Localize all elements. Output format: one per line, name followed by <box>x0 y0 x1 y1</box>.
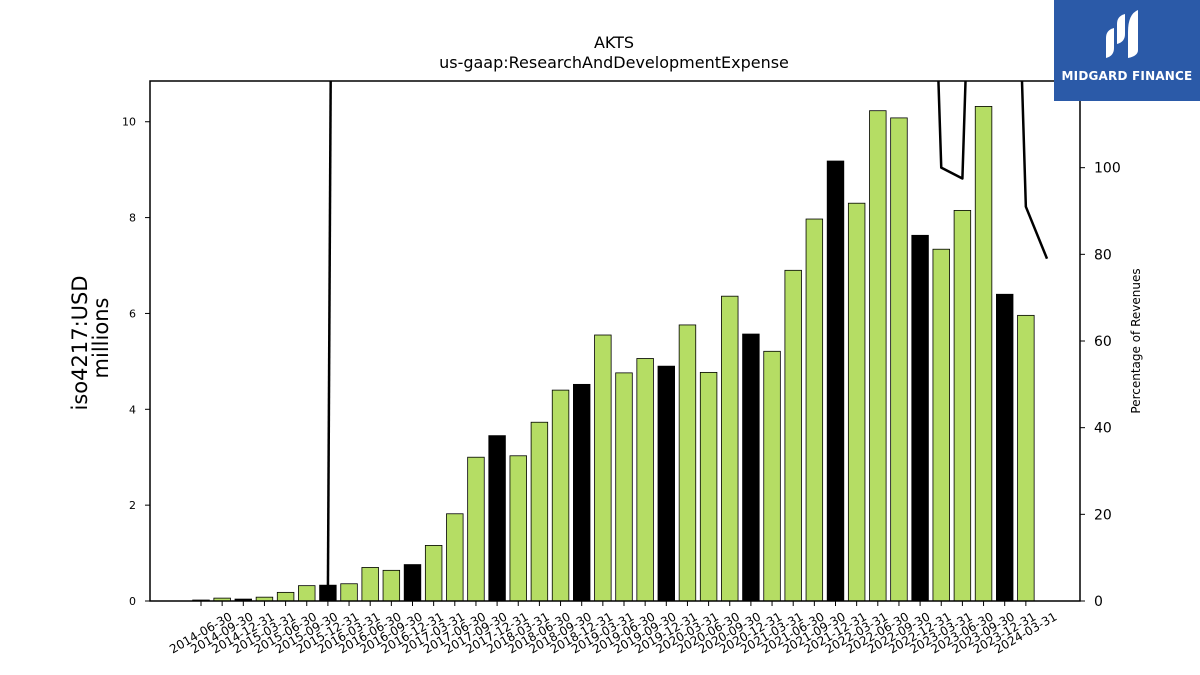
left-axis-ticks: 0 2 4 6 8 10 <box>122 116 150 608</box>
bar-2020-06-30 <box>699 371 718 602</box>
bar-2019-06-30 <box>615 372 633 602</box>
bar-2015-06-30 <box>276 591 295 602</box>
bar-2024-03-31 <box>1017 314 1035 602</box>
bar-2022-03-31 <box>847 202 866 602</box>
y-axis-label-line1: iso4217:USD <box>68 275 92 410</box>
pct-line-segment-1 <box>937 81 1049 260</box>
chart-title: AKTS <box>594 33 634 52</box>
bar-2023-12-31 <box>996 293 1014 602</box>
bar-2023-03-31 <box>932 248 950 602</box>
bar-2015-09-30 <box>298 585 316 602</box>
pct-line-group <box>326 81 1049 593</box>
bar-2016-03-31 <box>340 583 358 602</box>
y-tick-label: 10 <box>122 116 136 129</box>
y2-tick-label: 80 <box>1094 247 1112 263</box>
midgard-finance-logo: MIDGARD FINANCE <box>1054 0 1200 101</box>
pct-line-segment-0 <box>326 81 332 593</box>
bar-2016-06-30 <box>361 567 379 602</box>
bar-2018-06-30 <box>530 421 549 602</box>
y2-tick-label: 40 <box>1094 421 1112 437</box>
bar-2023-09-30 <box>974 106 993 602</box>
y2-tick-label: 20 <box>1094 507 1112 523</box>
logo-mark-icon <box>1106 10 1138 58</box>
x-axis-ticks: 2014-06-302014-09-302014-12-312015-03-31… <box>167 601 1059 656</box>
bar-2019-03-31 <box>594 334 612 602</box>
y-tick-label: 6 <box>129 307 136 320</box>
bar-2020-03-31 <box>678 324 697 602</box>
bar-2019-12-31 <box>657 365 676 602</box>
bar-2018-12-31 <box>573 383 591 602</box>
bar-2017-09-30 <box>467 456 485 602</box>
bar-2022-12-31 <box>911 234 929 602</box>
bar-2023-06-30 <box>953 209 972 602</box>
chart-subtitle: us-gaap:ResearchAndDevelopmentExpense <box>439 53 789 72</box>
bar-2020-09-30 <box>721 295 739 602</box>
y-axis-label-line2: millions <box>89 298 113 379</box>
bar-2016-09-30 <box>382 569 401 602</box>
bar-2022-06-30 <box>869 110 887 602</box>
bar-2017-12-31 <box>488 435 506 602</box>
bar-2018-09-30 <box>551 389 570 602</box>
bar-2021-12-31 <box>826 160 845 602</box>
bar-2022-09-30 <box>890 117 908 602</box>
y-tick-label: 2 <box>129 499 136 512</box>
y2-axis-label: Percentage of Revenues <box>1129 268 1143 413</box>
y-tick-label: 0 <box>129 595 136 608</box>
bar-group <box>192 106 1035 602</box>
bar-2019-09-30 <box>636 358 654 602</box>
bar-2016-12-31 <box>403 564 422 602</box>
bar-2018-03-31 <box>509 455 527 602</box>
y2-tick-label: 100 <box>1094 161 1121 177</box>
y-tick-label: 8 <box>129 212 136 225</box>
bar-2020-12-31 <box>742 333 760 602</box>
bar-2021-06-30 <box>784 269 802 602</box>
y-tick-label: 4 <box>129 403 136 416</box>
bar-2021-09-30 <box>805 218 824 602</box>
logo-text: MIDGARD FINANCE <box>1061 69 1193 83</box>
bar-2021-03-31 <box>763 350 781 602</box>
y2-tick-label: 0 <box>1094 594 1103 610</box>
right-axis-ticks: 0 20 40 60 80 100 <box>1080 161 1121 610</box>
bar-2017-03-31 <box>424 545 443 602</box>
bar-2017-06-30 <box>446 513 464 602</box>
y2-tick-label: 60 <box>1094 334 1112 350</box>
